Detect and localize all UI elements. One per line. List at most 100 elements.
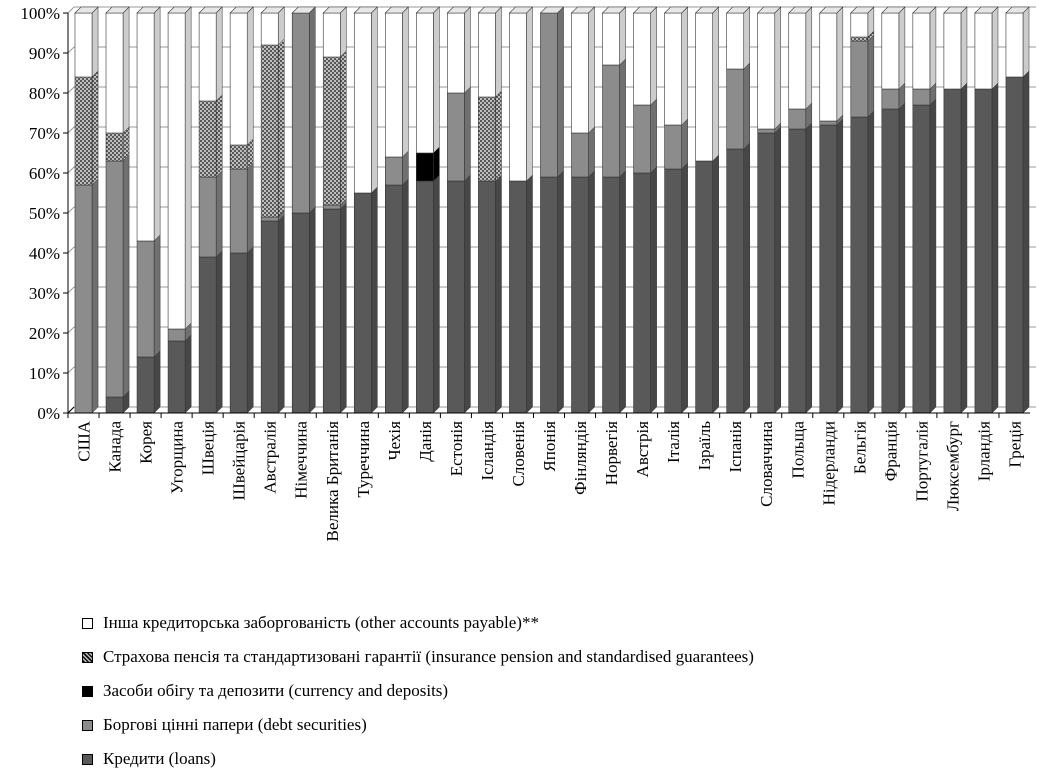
bar-side [495,90,502,182]
bar-side [495,6,502,98]
bar-side [153,234,161,358]
legend-label: Інша кредиторська заборгованість (other … [103,613,539,632]
bar-group [943,6,968,414]
x-axis-labels: США Канада Корея Угорщина Швеція Швейцарія Авс… [67,413,1024,542]
bar-segment [850,12,869,38]
bar-segment [105,132,124,162]
bar-top [881,6,906,14]
bar-segment [571,132,589,178]
bar-side [246,162,254,254]
bar-side [619,170,626,414]
bar-side [122,6,130,134]
bar-segment [602,12,620,66]
bar-segment [788,108,807,130]
bar-group [694,6,720,414]
bar-side [743,142,750,414]
bar-side [340,50,347,206]
bar-side [774,126,782,414]
bar-segment [385,156,403,186]
bar-top [291,6,317,14]
legend-swatch [82,719,93,731]
bar-segment [757,128,776,134]
bar-top [229,6,254,14]
axes [67,13,1030,414]
bar-segment [385,12,403,158]
bar-segment [447,92,465,182]
bar-top [756,6,782,14]
bar-segment [881,12,900,90]
legend-swatch [82,685,93,697]
bar-group [136,6,161,414]
bar-side [960,6,968,90]
bar-top [477,6,503,14]
bar-side [681,6,688,126]
x-tick-label: Словенія [509,421,528,487]
bar-side [867,110,875,414]
bar-segment [105,396,124,414]
bar-segment [198,12,217,102]
bar-top [912,6,937,14]
bar-group [477,6,503,414]
bar-segment [322,12,341,58]
bar-side [991,82,999,414]
bar-segment [447,12,465,94]
y-tick-label: 30% [29,284,60,303]
legend-label: Боргові цінні папери (debt securities) [103,715,367,734]
bar-segment [260,216,279,222]
bar-segment [819,12,838,122]
bar-segment [478,96,496,182]
bars [74,6,1030,414]
x-tick-label: Чехія [385,421,404,461]
legend-item: Боргові цінні папери (debt securities) [82,708,754,742]
gridline-depth [67,86,75,94]
bar-group [725,6,751,414]
x-tick-label: США [75,420,94,461]
bar-segment [974,88,993,414]
bar-segment [788,12,807,110]
bar-side [464,86,471,182]
bar-side [184,334,192,414]
bar-side [277,38,285,218]
bar-top [539,6,565,14]
legend-swatch [82,617,93,629]
bar-top [632,6,658,14]
y-tick-label: 90% [29,44,60,63]
legend-item: Страхова пенсія та стандартизовані гаран… [82,640,754,674]
bar-side [495,174,502,414]
bar-group [881,6,906,414]
bar-side [371,6,378,194]
bar-top [322,6,348,14]
bar-segment [509,12,527,182]
stacked-bar-chart: 0% 10% 20% 30% 40% 50% 60% 70% 80% 90% 100% США Кан… [20,4,1036,542]
bar-side [215,250,223,414]
x-tick-label: Бельгія [850,421,869,474]
bar-segment [726,148,745,414]
bar-side [681,118,688,170]
bar-top [663,6,689,14]
bar-group [229,6,254,414]
bar-side [340,6,347,58]
bar-side [991,6,999,90]
x-tick-label: Німеччина [292,421,311,499]
legend: Інша кредиторська заборгованість (other … [82,606,754,776]
bar-side [743,6,750,70]
bar-side [712,154,719,414]
gridline-depth [67,6,75,14]
x-tick-label: Велика Британія [323,421,342,542]
bar-top [167,6,192,14]
bar-segment [912,104,931,414]
bar-top [74,6,99,14]
bar-side [246,6,254,146]
bar-segment [105,12,124,134]
bar-segment [633,12,651,106]
y-tick-label: 20% [29,324,60,343]
bar-side [153,6,161,242]
bar-segment [571,176,589,414]
legend-swatch [82,753,93,765]
bar-segment [664,124,682,170]
bar-group [322,6,348,414]
legend-swatch [82,651,93,663]
bar-segment [229,168,248,254]
bar-segment [416,152,434,182]
bar-segment [291,212,310,414]
